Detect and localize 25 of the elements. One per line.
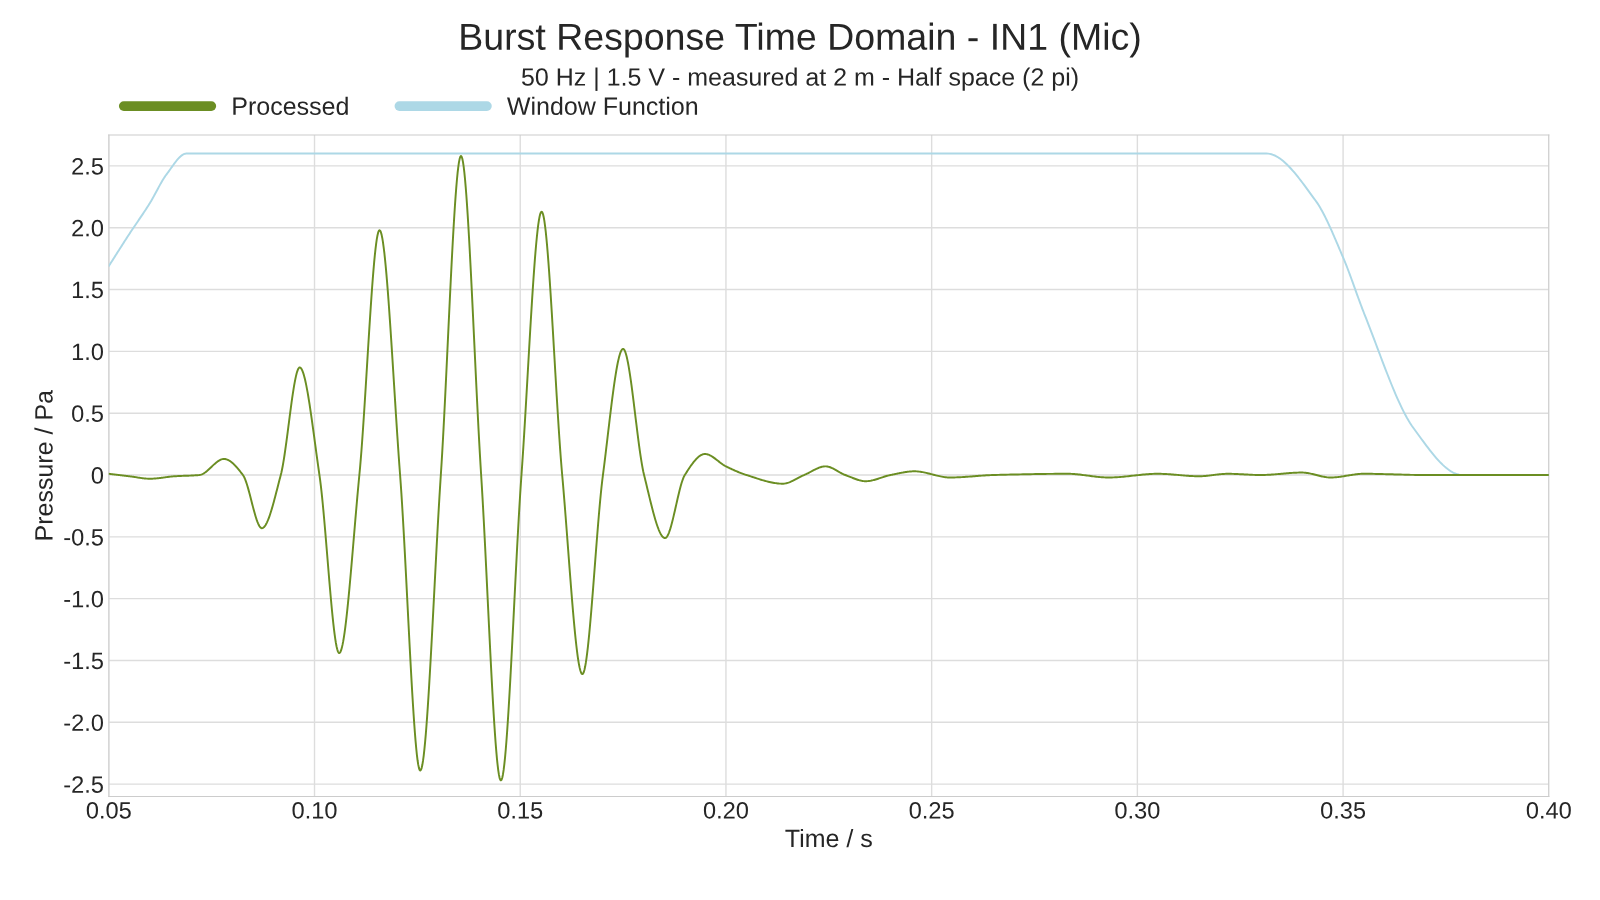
legend-label: Window Function — [507, 96, 698, 116]
y-tick-label: -1.0 — [64, 590, 104, 608]
chart-title: Burst Response Time Domain - IN1 (Mic) — [461, 22, 1140, 58]
y-tick-label: 0 — [91, 467, 104, 484]
y-tick-label: -0.5 — [64, 528, 103, 546]
x-tick-label: 0.10 — [292, 801, 337, 819]
x-tick-label: 0.20 — [703, 801, 748, 819]
y-tick-label: 2.5 — [72, 157, 103, 175]
y-tick-label: 1.0 — [72, 343, 104, 361]
y-tick-label: -1.5 — [64, 652, 103, 670]
legend-label: Processed — [233, 96, 348, 116]
x-tick-label: 0.25 — [909, 801, 954, 819]
y-tick-label: -2.0 — [64, 714, 104, 732]
y-tick-label: -2.5 — [64, 776, 103, 793]
x-tick-label: 0.40 — [1526, 801, 1571, 819]
x-tick-label: 0.15 — [498, 801, 543, 819]
chart-subtitle: 50 Hz | 1.5 V - measured at 2 m - Half space (2 pi) — [521, 67, 1078, 91]
x-tick-label: 0.30 — [1115, 801, 1160, 819]
y-tick-label: 0.5 — [72, 405, 103, 422]
y-axis-title: Pressure / Pa — [34, 390, 53, 540]
y-tick-label: 1.5 — [72, 281, 103, 299]
y-tick-label: 2.0 — [72, 219, 104, 237]
x-tick-label: 0.05 — [86, 801, 131, 819]
x-axis-title: Time / s — [785, 828, 872, 848]
x-tick-label: 0.35 — [1321, 801, 1366, 819]
